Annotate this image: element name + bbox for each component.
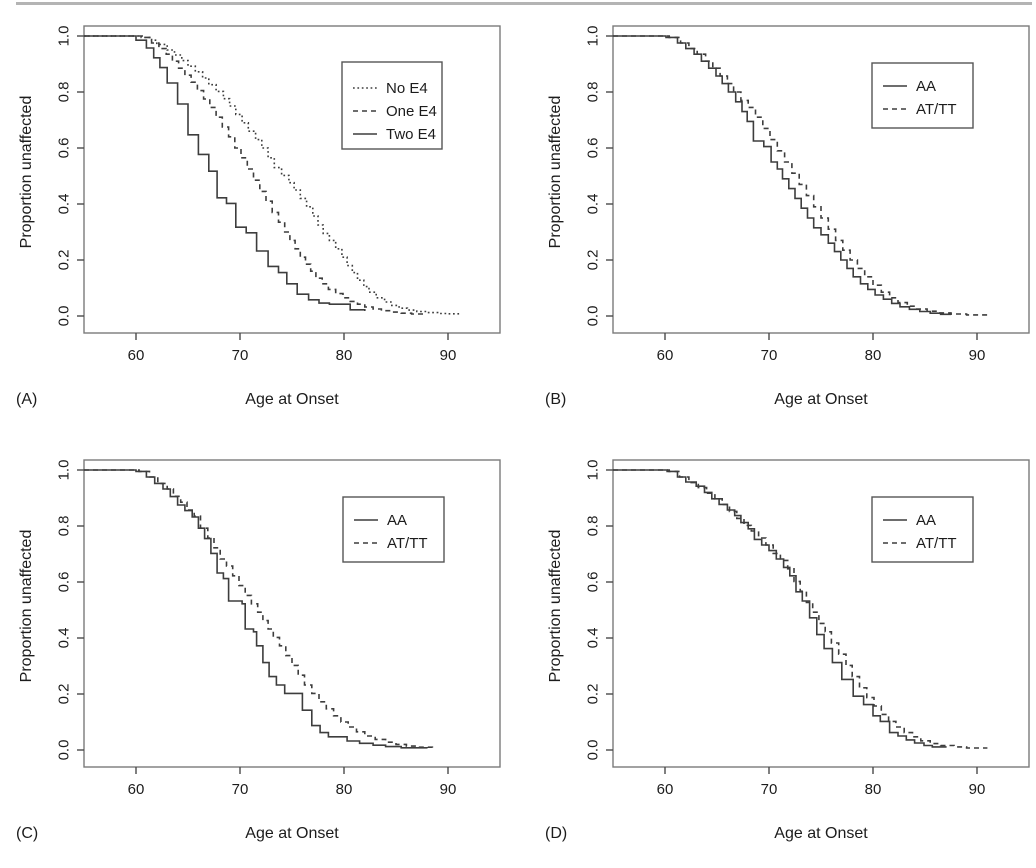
y-tick-label: 0.4: [55, 628, 72, 649]
legend: AA AT/TT: [871, 496, 974, 563]
survival-plot-B: 60 70 80 90 1.0 0.8 0.6 0.4 0.2 0.0 Age at Onset Pr…: [545, 25, 1030, 408]
y-tick-label: 0.8: [55, 516, 72, 537]
y-tick-label: 0.4: [584, 194, 601, 215]
y-axis-label: Proportion unaffected: [18, 96, 35, 249]
legend-label: Two E4: [386, 126, 436, 143]
survival-plot-D: 60 70 80 90 1.0 0.8 0.6 0.4 0.2 0.0 Age at Onset Pr…: [545, 459, 1030, 842]
y-tick-label: 0.8: [55, 82, 72, 103]
y-tick-label: 0.2: [584, 684, 601, 705]
x-tick-label: 60: [128, 781, 145, 798]
y-tick-label: 0.2: [55, 250, 72, 271]
series-curve-no-e4: [84, 35, 462, 315]
y-tick-label: 1.0: [584, 460, 601, 481]
legend: AA AT/TT: [342, 496, 445, 563]
survival-plot-C: 60 70 80 90 1.0 0.8 0.6 0.4 0.2 0.0 Age at Onset Pr…: [16, 459, 501, 842]
y-tick-label: 0.0: [584, 306, 601, 327]
panel-letter: (A): [16, 391, 37, 408]
x-tick-label: 70: [761, 347, 778, 364]
panel-letter: (D): [545, 825, 567, 842]
legend-box: [342, 496, 445, 563]
plot-box: [83, 25, 501, 334]
y-tick-label: 1.0: [55, 460, 72, 481]
y-tick-label: 0.4: [55, 194, 72, 215]
x-axis-label: Age at Onset: [245, 825, 339, 842]
plot-box: [83, 459, 501, 768]
panel-letter: (C): [16, 825, 38, 842]
y-tick-label: 1.0: [55, 26, 72, 47]
y-tick-label: 0.2: [55, 684, 72, 705]
legend-label: AA: [916, 512, 936, 529]
series-curve-at-tt: [613, 35, 988, 316]
series-curve-aa: [613, 469, 947, 748]
y-tick-label: 0.2: [584, 250, 601, 271]
x-tick-label: 60: [128, 347, 145, 364]
panel-D: 60 70 80 90 1.0 0.8 0.6 0.4 0.2 0.0 Age at Onset Pr…: [518, 434, 1036, 868]
x-axis-label: Age at Onset: [774, 825, 868, 842]
x-tick-label: 70: [232, 781, 249, 798]
x-tick-label: 80: [336, 781, 353, 798]
y-tick-label: 0.0: [55, 740, 72, 761]
survival-plot-A: 60 70 80 90 1.0 0.8 0.6 0.4 0.2 0.0 Age at Onset Pr…: [16, 25, 501, 408]
y-tick-label: 1.0: [584, 26, 601, 47]
panel-C: 60 70 80 90 1.0 0.8 0.6 0.4 0.2 0.0 Age at Onset Pr…: [0, 434, 518, 868]
x-tick-label: 90: [969, 781, 986, 798]
y-axis-label: Proportion unaffected: [547, 96, 564, 249]
y-tick-label: 0.4: [584, 628, 601, 649]
x-tick-label: 90: [440, 347, 457, 364]
series-curve-one-e4: [84, 35, 426, 315]
y-tick-label: 0.8: [584, 82, 601, 103]
x-tick-label: 70: [232, 347, 249, 364]
y-tick-label: 0.8: [584, 516, 601, 537]
legend-box: [871, 62, 974, 129]
x-tick-label: 80: [336, 347, 353, 364]
plot-box: [612, 459, 1030, 768]
legend: AA AT/TT: [871, 62, 974, 129]
legend-label: AT/TT: [387, 535, 428, 552]
legend-label: AT/TT: [916, 535, 957, 552]
y-axis-label: Proportion unaffected: [18, 530, 35, 683]
x-tick-label: 60: [657, 347, 674, 364]
x-tick-label: 60: [657, 781, 674, 798]
y-tick-label: 0.6: [584, 572, 601, 593]
legend-label: AA: [916, 78, 936, 95]
x-tick-label: 80: [865, 781, 882, 798]
x-tick-label: 90: [440, 781, 457, 798]
panel-B: 60 70 80 90 1.0 0.8 0.6 0.4 0.2 0.0 Age at Onset Pr…: [518, 0, 1036, 434]
y-axis-label: Proportion unaffected: [547, 530, 564, 683]
legend-label: AA: [387, 512, 407, 529]
x-axis-label: Age at Onset: [245, 391, 339, 408]
y-tick-label: 0.6: [584, 138, 601, 159]
y-tick-label: 0.6: [55, 572, 72, 593]
panel-A: 60 70 80 90 1.0 0.8 0.6 0.4 0.2 0.0 Age at Onset Pr…: [0, 0, 518, 434]
y-tick-label: 0.0: [55, 306, 72, 327]
panel-letter: (B): [545, 391, 566, 408]
x-tick-label: 80: [865, 347, 882, 364]
plot-box: [612, 25, 1030, 334]
series-curve-at-tt: [84, 469, 434, 748]
series-curve-at-tt: [613, 469, 988, 749]
legend-label: One E4: [386, 103, 437, 120]
y-tick-label: 0.6: [55, 138, 72, 159]
x-tick-label: 90: [969, 347, 986, 364]
series-curve-two-e4: [84, 35, 366, 311]
legend-label: AT/TT: [916, 101, 957, 118]
x-tick-label: 70: [761, 781, 778, 798]
legend-box: [871, 496, 974, 563]
legend: No E4 One E4 Two E4: [341, 61, 443, 150]
x-axis-label: Age at Onset: [774, 391, 868, 408]
top-divider: [16, 2, 1032, 5]
legend-label: No E4: [386, 80, 428, 97]
y-tick-label: 0.0: [584, 740, 601, 761]
